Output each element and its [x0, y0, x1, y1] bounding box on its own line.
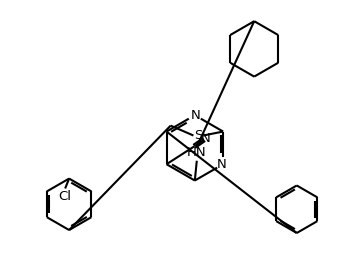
- Text: Cl: Cl: [59, 190, 72, 203]
- Text: N: N: [201, 132, 211, 145]
- Text: N: N: [191, 109, 201, 122]
- Text: N: N: [217, 158, 227, 171]
- Text: HN: HN: [187, 146, 207, 159]
- Text: S: S: [194, 129, 202, 142]
